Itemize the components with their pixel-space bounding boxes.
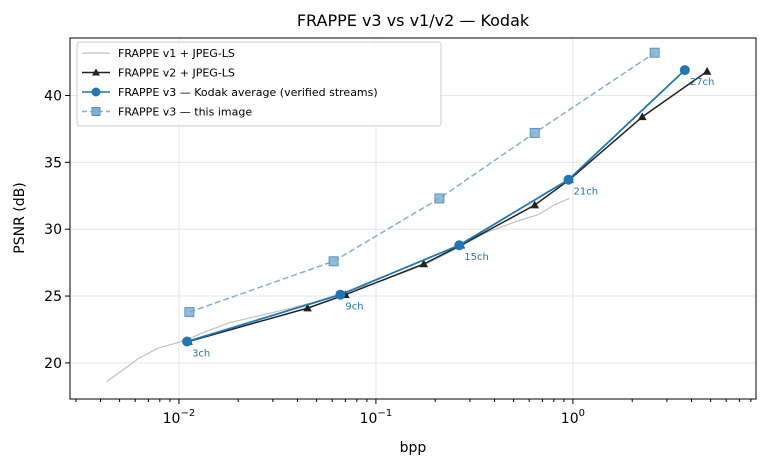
legend-label: FRAPPE v2 + JPEG-LS bbox=[118, 67, 235, 80]
plot-frame bbox=[69, 37, 757, 400]
y-tick-label: 40 bbox=[44, 88, 62, 104]
data-point bbox=[182, 336, 193, 347]
legend-item: FRAPPE v3 — Kodak average (verified stre… bbox=[82, 86, 378, 99]
x-tick-label: 100 bbox=[561, 408, 585, 427]
data-point bbox=[702, 66, 712, 75]
legend-box bbox=[76, 41, 442, 127]
legend-marker bbox=[91, 87, 101, 97]
legend: FRAPPE v1 + JPEG-LS FRAPPE v2 + JPEG-LS FR… bbox=[76, 41, 442, 127]
y-tick-label: 25 bbox=[44, 289, 62, 305]
legend-item: FRAPPE v2 + JPEG-LS bbox=[82, 67, 235, 80]
x-axis-label: bpp bbox=[400, 440, 427, 456]
series-3 bbox=[182, 65, 690, 347]
point-label: 27ch bbox=[690, 77, 715, 88]
data-point bbox=[637, 112, 647, 121]
x-tick-label: 10−2 bbox=[163, 408, 196, 427]
data-point bbox=[184, 307, 195, 318]
series-4 bbox=[184, 47, 660, 318]
legend-marker bbox=[91, 107, 101, 116]
x-tick-label: 10−1 bbox=[360, 408, 393, 427]
legend-label: FRAPPE v3 — this image bbox=[118, 106, 252, 119]
data-point bbox=[434, 193, 445, 204]
legend-marker bbox=[92, 68, 100, 76]
axes: 20 25 30 35 40 10−2 10−1 100 bbox=[44, 88, 752, 427]
series-layer bbox=[106, 47, 712, 383]
data-point bbox=[419, 259, 429, 268]
legend-label: FRAPPE v3 — Kodak average (verified stre… bbox=[118, 86, 378, 99]
chart-title: FRAPPE v3 vs v1/v2 — Kodak bbox=[297, 11, 530, 30]
data-point bbox=[679, 65, 690, 76]
y-tick-label: 30 bbox=[44, 222, 62, 238]
point-label: 9ch bbox=[345, 302, 363, 313]
y-axis-label: PSNR (dB) bbox=[12, 182, 28, 253]
data-point bbox=[529, 127, 540, 138]
data-point bbox=[328, 256, 339, 267]
point-label: 3ch bbox=[192, 349, 210, 360]
point-label: 15ch bbox=[464, 252, 489, 263]
point-labels: 3ch 9ch 15ch 21ch 27ch bbox=[192, 77, 714, 359]
point-label: 21ch bbox=[574, 187, 599, 198]
legend-item: FRAPPE v3 — this image bbox=[82, 106, 252, 119]
y-tick-label: 20 bbox=[44, 356, 62, 372]
legend-label: FRAPPE v1 + JPEG-LS bbox=[118, 47, 235, 60]
data-point bbox=[563, 174, 574, 185]
data-point bbox=[335, 289, 346, 300]
data-point bbox=[454, 240, 465, 251]
data-point bbox=[530, 200, 540, 209]
legend-item: FRAPPE v1 + JPEG-LS bbox=[82, 47, 235, 60]
grid bbox=[70, 38, 756, 399]
data-point bbox=[649, 47, 660, 58]
data-point bbox=[303, 303, 312, 312]
y-tick-label: 35 bbox=[44, 155, 62, 171]
